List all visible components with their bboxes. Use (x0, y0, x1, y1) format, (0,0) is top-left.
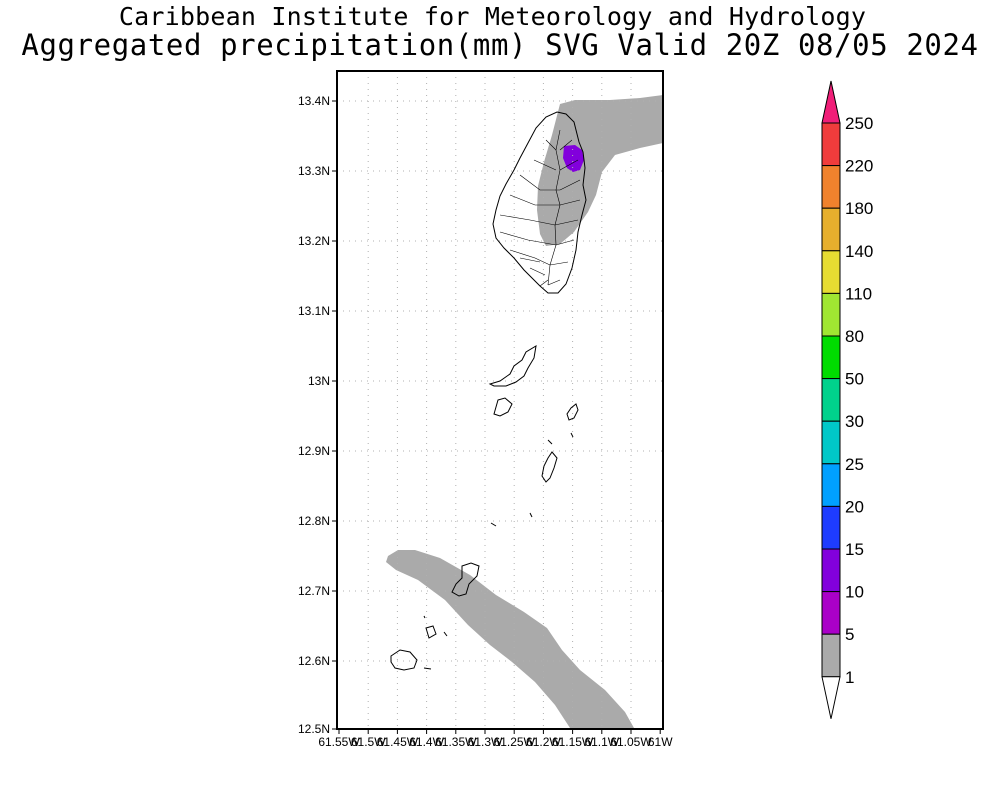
colorbar-level-label: 140 (845, 242, 873, 261)
colorbar-level-label: 220 (845, 157, 873, 176)
colorbar-level-label: 5 (845, 625, 854, 644)
colorbar-level-label: 1 (845, 668, 854, 687)
colorbar-level-label: 25 (845, 455, 864, 474)
lon-tick-label: 61.55W (318, 735, 360, 749)
lon-tick-label: 61.4W (409, 735, 444, 749)
colorbar-segment (821, 165, 841, 209)
lat-tick-label: 13.1N (298, 304, 330, 318)
lat-tick-label: 12.8N (298, 514, 330, 528)
island-canouan (541, 451, 558, 483)
lon-tick-label: 61.1W (584, 735, 619, 749)
colorbar-level-label: 80 (845, 327, 864, 346)
colorbar-segment (821, 292, 841, 337)
colorbar-level-label: 50 (845, 370, 864, 389)
lon-tick-label: 61.45W (377, 735, 419, 749)
colorbar-segment (821, 335, 841, 380)
colorbar-level-label: 30 (845, 412, 864, 431)
lat-tick-label: 12.6N (298, 654, 330, 668)
colorbar-segment (821, 207, 841, 252)
longitude-axis: 61.55W61.5W61.45W61.4W61.35W61.3W61.25W6… (318, 729, 673, 749)
colorbar-segment (821, 633, 841, 678)
colorbar-bottom-triangle (821, 676, 841, 719)
precip-band-southwest (386, 550, 634, 728)
lon-tick-label: 61.35W (435, 735, 477, 749)
colorbar-level-label: 250 (845, 114, 873, 133)
colorbar-segment (821, 420, 841, 465)
island-saint-vincent (492, 111, 587, 294)
coastline-layer (390, 111, 587, 671)
colorbar-level-label: 110 (845, 284, 872, 303)
lat-tick-label: 13N (308, 374, 330, 388)
precipitation-layer (386, 95, 663, 728)
map-title-institute: Caribbean Institute for Meteorology and … (118, 2, 867, 31)
island-union (451, 562, 480, 597)
island-mustique (566, 403, 579, 421)
map-frame (336, 70, 664, 730)
precip-band-northeast (537, 95, 663, 246)
island-carriacou (390, 649, 418, 671)
colorbar-level-label: 10 (845, 583, 864, 602)
colorbar-level-label: 20 (845, 497, 864, 516)
latitude-axis: 13.4N 13.3N 13.2N 13.1N 13N 12.9N 12.8N 12.7N 12… (298, 94, 337, 736)
lon-tick-label: 61.25W (494, 735, 536, 749)
colorbar-top-triangle (821, 80, 841, 124)
lon-tick-label: 61.5W (351, 735, 386, 749)
lat-tick-label: 13.3N (298, 164, 330, 178)
lon-tick-label: 61.15W (552, 735, 594, 749)
precipitation-colorbar: 250 220 180 140 110 80 50 30 25 20 15 10 5 1 (821, 80, 873, 719)
map-plot-border (336, 70, 664, 730)
lon-tick-label: 61.2W (526, 735, 561, 749)
lat-tick-label: 12.7N (298, 584, 330, 598)
colorbar-segment (821, 378, 841, 422)
lat-tick-label: 13.2N (298, 234, 330, 248)
lat-tick-label: 12.5N (298, 722, 330, 736)
lon-tick-label: 61.05W (610, 735, 652, 749)
colorbar-segment (821, 591, 841, 635)
colorbar-level-label: 15 (845, 540, 864, 559)
island-petite-martinique (425, 625, 437, 639)
island-interior-lines (499, 129, 581, 287)
lat-tick-label: 12.9N (298, 444, 330, 458)
lat-tick-label: 13.4N (298, 94, 330, 108)
colorbar-segment (821, 122, 841, 167)
lon-tick-label: 61.3W (468, 735, 503, 749)
colorbar-segment (821, 250, 841, 294)
island-bequia (488, 345, 537, 387)
colorbar-segment (821, 505, 841, 550)
colorbar-segment (821, 548, 841, 593)
lon-tick-label: 61W (648, 735, 673, 749)
colorbar-segment (821, 463, 841, 507)
map-title-product: Aggregated precipitation(mm) SVG Valid 2… (21, 28, 979, 62)
colorbar-level-label: 180 (845, 199, 873, 218)
